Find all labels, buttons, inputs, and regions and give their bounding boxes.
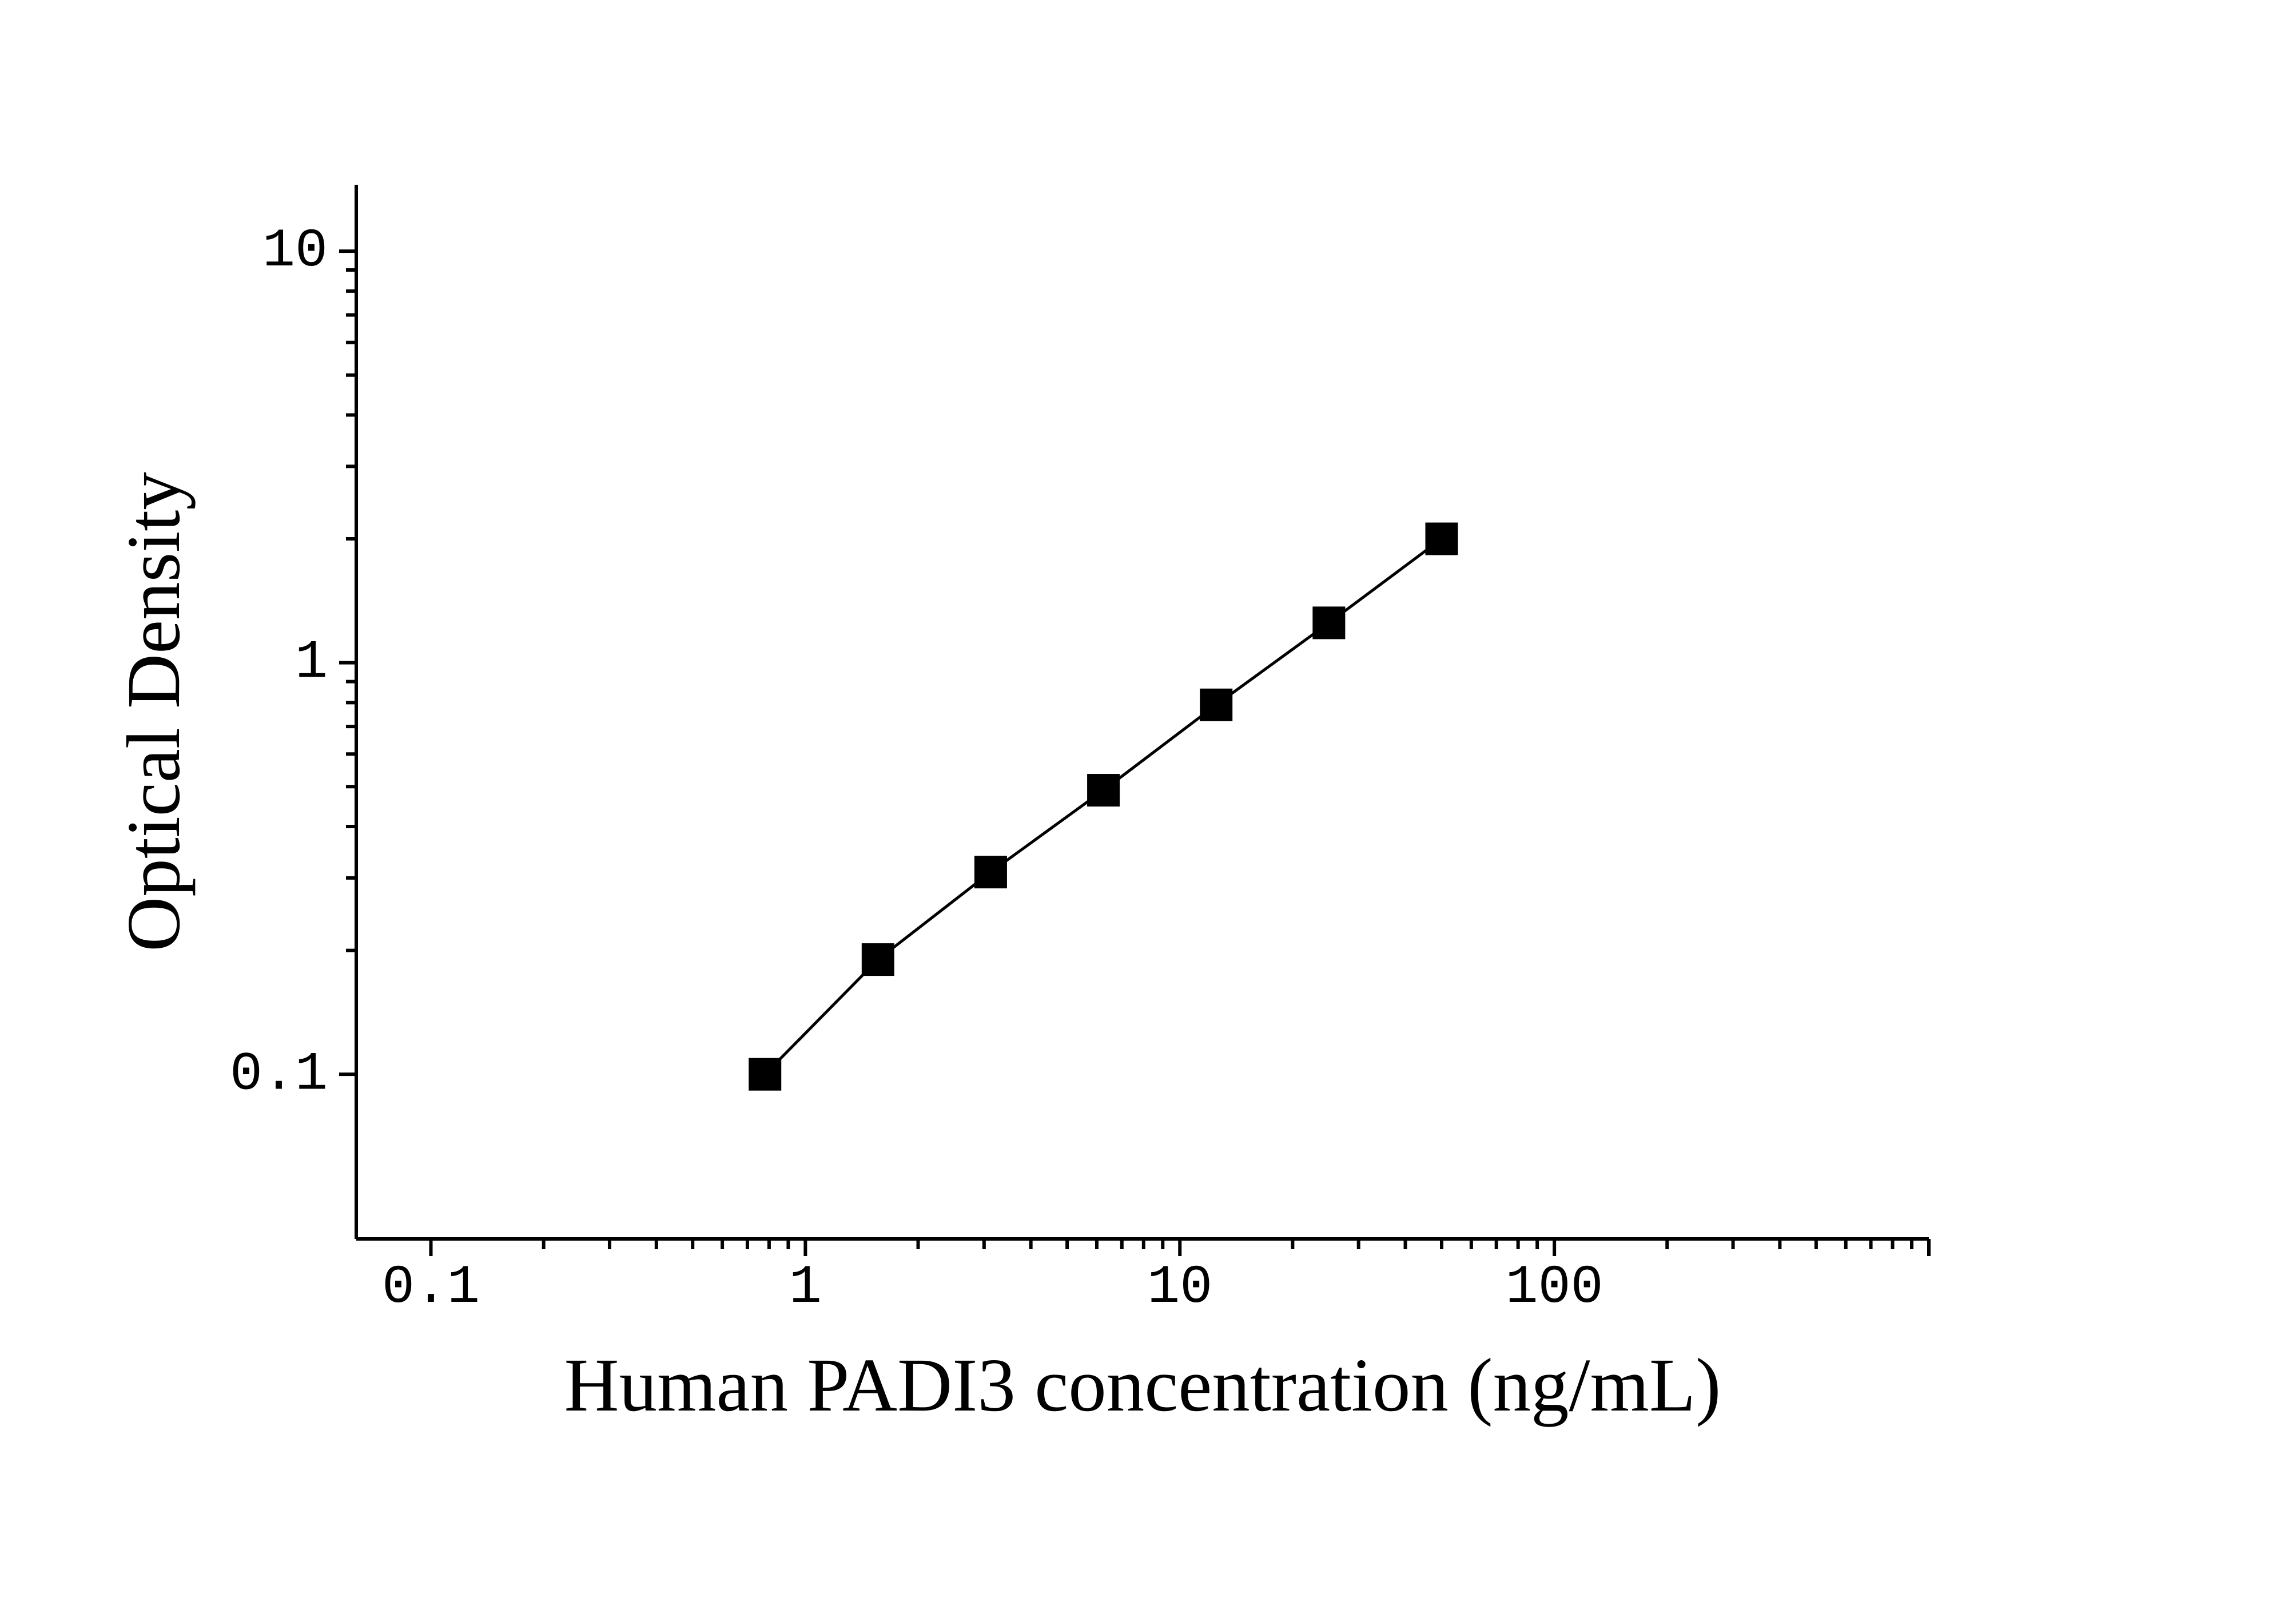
chart-container: 0.1 1 10 100 Human PADI3 concentration (ng/m… — [0, 0, 2296, 1605]
chart-svg: 0.1 1 10 100 Human PADI3 concentration (ng/m… — [0, 0, 2296, 1605]
y-axis-label: Optical Density — [111, 472, 196, 951]
data-point — [1087, 774, 1120, 807]
x-axis-label: Human PADI3 concentration (ng/mL) — [564, 1342, 1721, 1427]
x-tick-label: 1 — [789, 1257, 822, 1318]
x-tick-label: 0.1 — [382, 1257, 480, 1318]
y-tick-label: 1 — [295, 632, 328, 694]
x-tick-label: 100 — [1506, 1257, 1603, 1318]
data-point — [1425, 523, 1458, 555]
data-point — [1312, 606, 1345, 639]
data-point — [749, 1058, 781, 1091]
data-point — [1200, 689, 1232, 721]
y-tick-label: 10 — [262, 220, 328, 282]
x-tick-label: 10 — [1147, 1257, 1212, 1318]
data-point — [862, 943, 894, 976]
y-tick-label: 0.1 — [230, 1043, 328, 1105]
data-point — [974, 856, 1007, 888]
